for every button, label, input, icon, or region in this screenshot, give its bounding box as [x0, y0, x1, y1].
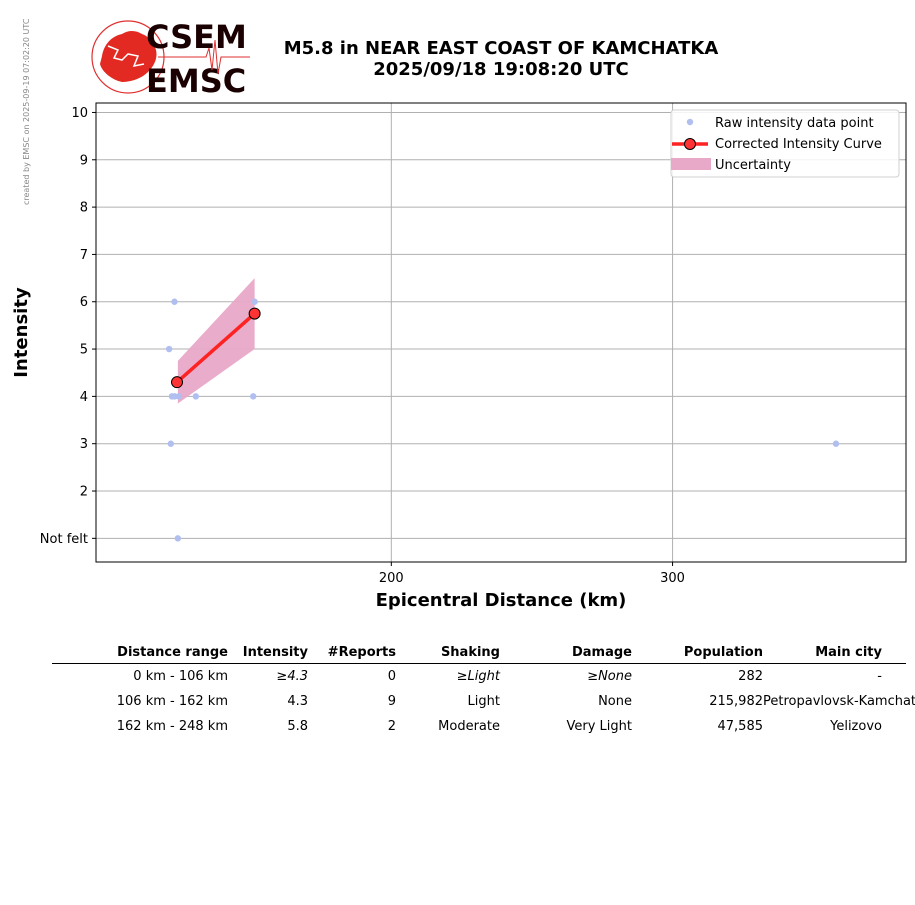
legend-uncertainty-swatch: [671, 158, 711, 170]
table-cell-damage: Very Light: [566, 719, 633, 734]
legend-raw-label: Raw intensity data point: [715, 116, 874, 131]
uncertainty-band: [177, 278, 255, 404]
y-tick-label: 5: [80, 343, 88, 358]
emsc-logo: CSEM EMSC: [91, 18, 250, 98]
raw-data-point: [832, 440, 840, 447]
corrected-curve-line: [175, 312, 256, 384]
table-header: Distance range Intensity #Reports Shaking Da…: [52, 642, 906, 664]
table-row: 162 km - 248 km 5.8 2 Moderate Very Light 47,…: [52, 714, 906, 739]
y-tick-label: 9: [80, 153, 88, 168]
table-cell-range: 106 km - 162 km: [116, 694, 228, 709]
y-tick-label: 7: [80, 248, 88, 263]
x-axis-label: Epicentral Distance (km): [376, 590, 627, 611]
y-tick-label: 4: [80, 390, 88, 405]
legend-curve-label: Corrected Intensity Curve: [715, 137, 882, 152]
table-cell-damage: None: [598, 694, 632, 709]
chart-title: M5.8 in NEAR EAST COAST OF KAMCHATKA 202…: [262, 38, 740, 80]
raw-data-point: [251, 298, 258, 305]
plot-frame: [95, 102, 907, 563]
table-header-cell: Main city: [815, 645, 882, 660]
table-cell-shaking: ≥Light: [456, 669, 500, 684]
table-cell-intensity: 5.8: [287, 719, 308, 734]
raw-data-point: [192, 393, 200, 400]
y-tick-label: 3: [80, 437, 88, 452]
raw-data-point: [250, 393, 257, 400]
raw-data-point: [175, 393, 183, 400]
table-cell-damage: ≥None: [587, 669, 632, 684]
table-cell-population: 282: [738, 669, 763, 684]
y-tick-label: 8: [80, 201, 88, 216]
table-header-cell: Shaking: [440, 645, 500, 660]
table-cell-range: 0 km - 106 km: [133, 669, 228, 684]
table-row: 0 km - 106 km ≥4.3 0 ≥Light ≥None 282 -: [52, 664, 906, 689]
table-cell-city: -: [877, 669, 882, 684]
table-body: 0 km - 106 km ≥4.3 0 ≥Light ≥None 282 - 106 km …: [52, 664, 915, 739]
table-header-cell: Population: [683, 645, 763, 660]
table-cell-reports: 0: [387, 669, 396, 684]
corrected-curve-point: [248, 307, 261, 320]
x-tick-label: 300: [660, 571, 685, 586]
table-cell-reports: 2: [387, 719, 396, 734]
logo-bottom-text: EMSC: [146, 62, 246, 98]
title-line-1: M5.8 in NEAR EAST COAST OF KAMCHATKA: [283, 38, 719, 59]
legend-uncertainty-label: Uncertainty: [715, 158, 791, 173]
table-cell-city: Petropavlovsk-Kamchatsky: [763, 694, 915, 709]
table-header-cell: #Reports: [327, 645, 396, 660]
y-tick-label: 10: [71, 106, 88, 121]
raw-data-point: [167, 440, 175, 447]
raw-data-point: [165, 345, 173, 353]
logo-top-text: CSEM: [146, 18, 247, 56]
table-header-cell: Distance range: [117, 645, 228, 660]
table-cell-population: 47,585: [717, 719, 764, 734]
x-tick-label: 200: [379, 571, 404, 586]
table-cell-intensity: ≥4.3: [276, 669, 308, 684]
distance-table: Distance range Intensity #Reports Shaking Da…: [52, 642, 915, 739]
legend-curve-marker: [684, 138, 696, 150]
legend-raw-marker: [686, 118, 694, 126]
table-row: 106 km - 162 km 4.3 9 Light None 215,982 Petro…: [52, 689, 915, 714]
y-tick-label: 2: [80, 485, 88, 500]
raw-data-point: [174, 535, 182, 542]
table-cell-intensity: 4.3: [287, 694, 308, 709]
seismogram-line: [158, 39, 250, 75]
corrected-curve-point: [171, 376, 183, 389]
table-cell-shaking: Light: [467, 694, 500, 709]
raw-data-point: [171, 298, 178, 305]
table-cell-reports: 9: [387, 694, 396, 709]
intensity-chart: Not felt 2 3 4 5 6 7 8 9 10 200 300 Epicentral Dista…: [11, 102, 907, 611]
table-cell-city: Yelizovo: [830, 719, 882, 734]
europe-map-icon: [100, 31, 157, 82]
table-cell-shaking: Moderate: [438, 719, 500, 734]
title-line-2: 2025/09/18 19:08:20 UTC: [373, 59, 629, 80]
table-header-cell: Damage: [571, 645, 632, 660]
y-tick-label: 6: [80, 295, 88, 310]
table-cell-range: 162 km - 248 km: [116, 719, 228, 734]
y-tick-label: Not felt: [40, 532, 88, 547]
y-axis-label: Intensity: [11, 287, 32, 378]
table-cell-population: 215,982: [709, 694, 763, 709]
table-header-cell: Intensity: [242, 645, 308, 660]
legend-box: [670, 109, 900, 178]
